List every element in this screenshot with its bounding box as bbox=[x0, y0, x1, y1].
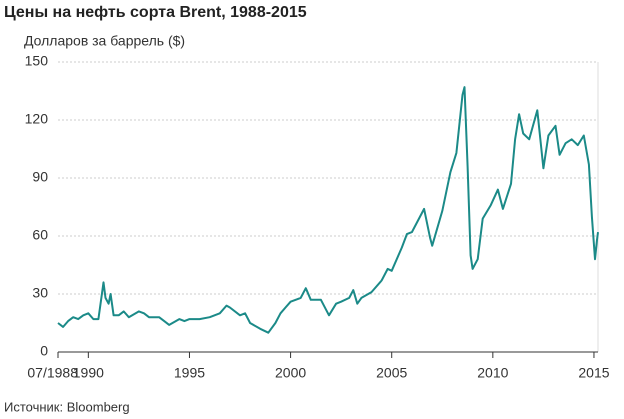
y-tick-label: 30 bbox=[32, 285, 48, 301]
y-tick-label: 60 bbox=[32, 227, 48, 243]
y-tick-label: 120 bbox=[25, 111, 49, 127]
y-axis-label: Долларов за баррель ($) bbox=[24, 33, 185, 49]
source: Источник: Bloomberg bbox=[4, 399, 130, 414]
y-tick-label: 0 bbox=[40, 343, 48, 359]
y-tick-label: 150 bbox=[25, 53, 49, 69]
x-tick-label: 2010 bbox=[477, 365, 508, 381]
x-tick-label: 2015 bbox=[578, 365, 609, 381]
chart-title: Цены на нефть сорта Brent, 1988-2015 bbox=[4, 4, 307, 21]
x-tick-label: 1995 bbox=[174, 365, 205, 381]
x-tick-label: 1990 bbox=[73, 365, 104, 381]
x-tick-label: 07/1988 bbox=[27, 365, 78, 381]
x-tick-label: 2005 bbox=[376, 365, 407, 381]
price-line bbox=[57, 86, 599, 334]
y-tick-label: 90 bbox=[32, 169, 48, 185]
x-tick-label: 2000 bbox=[275, 365, 306, 381]
